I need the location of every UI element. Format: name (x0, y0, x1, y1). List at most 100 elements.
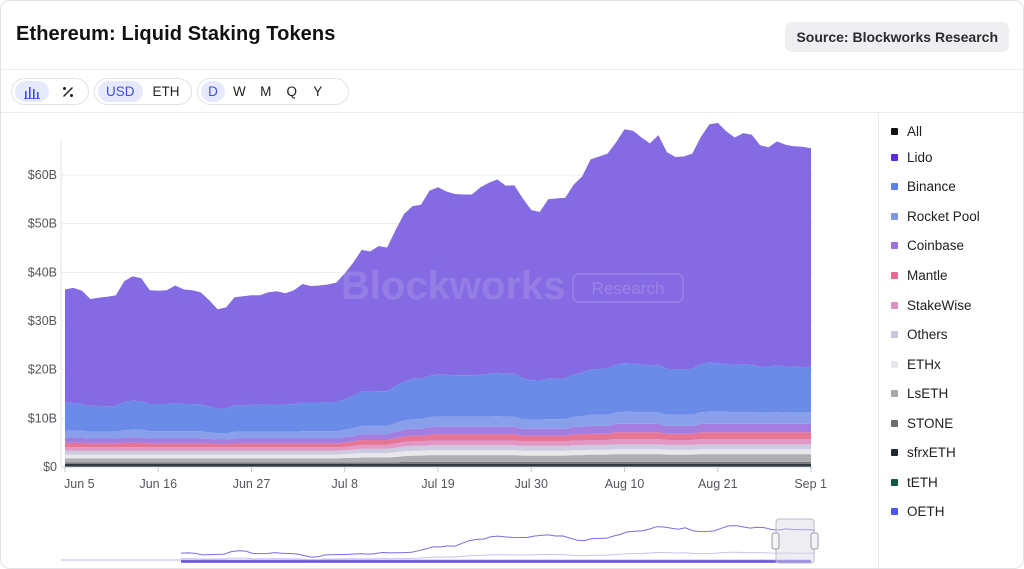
legend-item-all[interactable]: All (891, 122, 922, 140)
navigator-total-line (180, 525, 816, 558)
series-area-lseth[interactable] (65, 454, 811, 463)
legend-item-oeth[interactable]: OETH (891, 502, 945, 520)
navigator-window[interactable] (775, 518, 815, 564)
series-area-rocket-pool[interactable] (65, 411, 811, 440)
series-area-lido[interactable] (65, 122, 811, 409)
navigator-sub-line (181, 551, 815, 561)
legend-label: All (907, 123, 923, 139)
series-area-stakewise[interactable] (65, 439, 811, 451)
series-area-sfrxeth[interactable] (65, 463, 811, 467)
legend-swatch (891, 419, 898, 427)
legend-item-stone[interactable]: STONE (891, 414, 953, 432)
legend-item-coinbase[interactable]: Coinbase (891, 236, 964, 254)
x-tick-label: Jul 19 (421, 477, 454, 491)
percent-icon (62, 86, 74, 97)
legend-item-sfrxeth[interactable]: sfrxETH (891, 443, 956, 461)
legend: All Lido Binance Rocket Pool Coinbase Mantle S… (878, 113, 1023, 568)
legend-swatch (891, 448, 898, 456)
stacked-area-chart[interactable]: Blockworks Research $0 $10B $20B $30B $40B $5… (1, 113, 879, 569)
navigator-right-handle[interactable] (810, 532, 819, 550)
legend-item-mantle[interactable]: Mantle (891, 266, 948, 284)
x-tick-label: Jun 16 (139, 477, 177, 491)
legend-swatch (891, 330, 898, 338)
series-area-stone[interactable] (65, 461, 811, 464)
legend-swatch (891, 182, 898, 190)
legend-label: sfrxETH (907, 444, 956, 460)
legend-swatch (891, 212, 898, 220)
legend-swatch (891, 127, 898, 135)
x-tick-label: Aug 21 (698, 477, 738, 491)
legend-label: OETH (907, 503, 945, 519)
chart-mode-toggle (11, 78, 89, 105)
series-area-coinbase[interactable] (65, 423, 811, 444)
legend-label: tETH (907, 474, 938, 490)
series-areas[interactable] (65, 122, 811, 467)
series-area-teth[interactable] (65, 466, 811, 467)
source-badge[interactable]: Source: Blockworks Research (785, 22, 1009, 52)
legend-label: Rocket Pool (907, 208, 980, 224)
legend-item-ethx[interactable]: ETHx (891, 355, 941, 373)
legend-swatch (891, 271, 898, 279)
series-area-ethx[interactable] (65, 449, 811, 459)
y-tick-label: $40B (28, 265, 57, 279)
page-title: Ethereum: Liquid Staking Tokens (16, 23, 336, 45)
series-area-mantle[interactable] (65, 432, 811, 448)
currency-toggle: USD ETH (94, 78, 192, 105)
x-tick-label: Jul 30 (515, 477, 548, 491)
watermark-tag-box (572, 273, 684, 303)
legend-item-stakewise[interactable]: StakeWise (891, 296, 972, 314)
currency-eth-button[interactable]: ETH (152, 84, 180, 99)
range-navigator[interactable] (61, 518, 819, 564)
x-tick-label: Jul 8 (332, 477, 358, 491)
percent-mode-button[interactable] (51, 81, 85, 102)
legend-label: ETHx (907, 356, 941, 372)
x-axis: Jun 5 Jun 16 Jun 27 Jul 8 Jul 19 Jul 30 Aug 10… (64, 467, 827, 491)
legend-label: Mantle (907, 267, 948, 283)
card-header: Ethereum: Liquid Staking Tokens Source: … (1, 1, 1023, 70)
watermark: Blockworks Research (341, 264, 684, 308)
legend-label: StakeWise (907, 297, 972, 313)
y-tick-label: $20B (28, 363, 57, 377)
legend-swatch (891, 507, 898, 515)
chart-toolbar: USD ETH D W M Q Y (1, 70, 1023, 113)
legend-item-others[interactable]: Others (891, 325, 948, 343)
legend-swatch (891, 478, 898, 486)
x-tick-label: Aug 10 (605, 477, 645, 491)
y-tick-label: $50B (28, 217, 57, 231)
legend-item-lseth[interactable]: LsETH (891, 384, 948, 402)
series-area-others[interactable] (65, 444, 811, 455)
interval-toggle: D W M Q Y (197, 78, 349, 105)
legend-item-lido[interactable]: Lido (891, 148, 933, 166)
y-tick-label: $10B (28, 411, 57, 425)
interval-year-button[interactable]: Y (313, 84, 323, 99)
legend-item-binance[interactable]: Binance (891, 177, 956, 195)
x-tick-label: Sep 1 (794, 477, 827, 491)
legend-label: Coinbase (907, 237, 965, 253)
x-tick-label: Jun 5 (64, 477, 95, 491)
y-axis: $0 $10B $20B $30B $40B $50B $60B (28, 168, 57, 474)
bar-chart-icon (24, 86, 40, 99)
bar-chart-mode-button[interactable] (15, 81, 49, 102)
legend-label: LsETH (907, 385, 949, 401)
series-area-binance[interactable] (65, 362, 811, 434)
y-tick-label: $30B (28, 314, 57, 328)
legend-swatch (891, 301, 898, 309)
chart-area: Blockworks Research $0 $10B $20B $30B $40B $5… (1, 113, 879, 569)
interval-month-button[interactable]: M (260, 84, 272, 99)
interval-quarter-button[interactable]: Q (286, 84, 297, 99)
legend-swatch (891, 153, 898, 161)
y-tick-label: $0 (43, 460, 57, 474)
x-tick-label: Jun 27 (233, 477, 271, 491)
y-tick-label: $60B (28, 168, 57, 182)
currency-usd-button[interactable]: USD (98, 81, 143, 102)
watermark-tag: Research (592, 279, 665, 298)
legend-swatch (891, 241, 898, 249)
legend-item-teth[interactable]: tETH (891, 473, 938, 491)
interval-day-button[interactable]: D (201, 81, 225, 102)
legend-item-rocket-pool[interactable]: Rocket Pool (891, 207, 980, 225)
watermark-brand: Blockworks (341, 264, 566, 308)
interval-week-button[interactable]: W (233, 84, 246, 99)
navigator-left-handle[interactable] (771, 532, 780, 550)
legend-label: STONE (907, 415, 954, 431)
